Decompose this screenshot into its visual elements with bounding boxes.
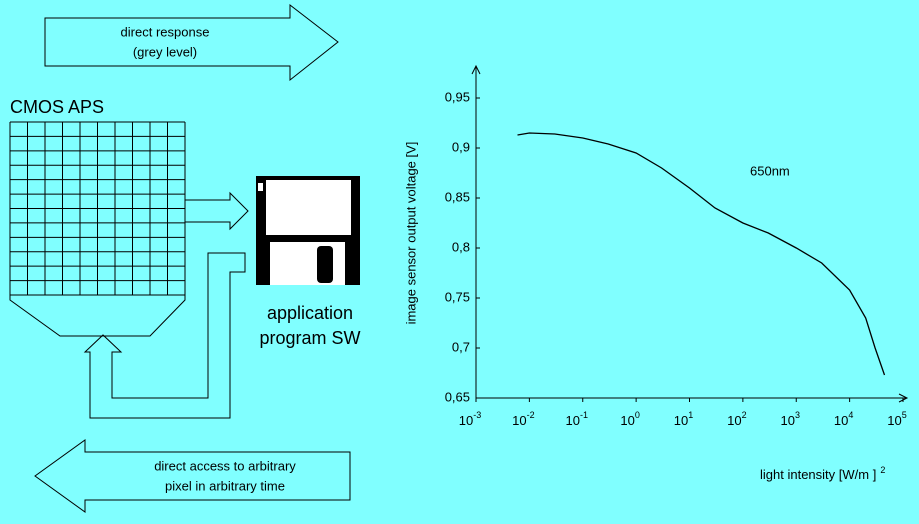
x-tick-exponent: -2 — [527, 410, 535, 420]
x-tick-base: 10 — [887, 413, 901, 428]
arrow-text: pixel in arbitrary time — [165, 478, 285, 493]
x-tick-base: 10 — [781, 413, 795, 428]
x-tick-base: 10 — [834, 413, 848, 428]
x-tick-label: 103 — [781, 410, 800, 428]
x-tick-label: 102 — [727, 410, 746, 428]
x-tick-exponent: 5 — [902, 410, 907, 420]
y-tick-label: 0,85 — [445, 189, 470, 204]
x-tick-exponent: 0 — [635, 410, 640, 420]
sw-label: program SW — [259, 328, 360, 348]
arrow-right — [45, 5, 338, 80]
x-tick-label: 104 — [834, 410, 853, 428]
x-tick-base: 10 — [459, 413, 473, 428]
floppy-slot — [317, 246, 333, 283]
sw-label: application — [267, 303, 353, 323]
x-tick-exponent: -1 — [580, 410, 588, 420]
x-tick-label: 100 — [620, 410, 639, 428]
x-tick-base: 10 — [512, 413, 526, 428]
y-tick-label: 0,65 — [445, 389, 470, 404]
annotation: 650nm — [750, 163, 790, 178]
floppy-notch — [258, 183, 263, 191]
x-tick-label: 10-1 — [566, 410, 588, 428]
data-line — [518, 133, 885, 375]
pixel-grid — [10, 122, 185, 295]
arrow-text: (grey level) — [133, 44, 197, 59]
x-tick-base: 10 — [566, 413, 580, 428]
sensor-base — [10, 295, 185, 336]
arrow-to-sw — [185, 193, 248, 229]
y-tick-label: 0,7 — [452, 339, 470, 354]
floppy-shutter — [266, 180, 351, 235]
diagram: direct response (grey level) CMOS APS ap… — [0, 0, 919, 524]
floppy-label — [270, 242, 345, 285]
x-axis-label: light intensity [W/m ] 2 — [760, 465, 885, 482]
x-tick-base: 10 — [674, 413, 688, 428]
y-tick-label: 0,9 — [452, 139, 470, 154]
arrow-left — [35, 440, 350, 512]
floppy-icon — [256, 176, 360, 285]
x-tick-base: 10 — [727, 413, 741, 428]
x-axis-label-sup: 2 — [880, 465, 885, 475]
arrow-text: direct access to arbitrary — [154, 458, 296, 473]
x-tick-exponent: 2 — [742, 410, 747, 420]
y-axis-label: image sensor output voltage [V] — [403, 142, 418, 325]
x-tick-base: 10 — [620, 413, 634, 428]
x-tick-label: 101 — [674, 410, 693, 428]
x-axis-label-text: light intensity [W/m ] — [760, 467, 876, 482]
x-tick-exponent: 1 — [688, 410, 693, 420]
x-tick-label: 10-2 — [512, 410, 534, 428]
y-tick-label: 0,75 — [445, 289, 470, 304]
y-tick-label: 0,8 — [452, 239, 470, 254]
y-tick-label: 0,95 — [445, 89, 470, 104]
x-tick-exponent: -3 — [473, 410, 481, 420]
x-tick-label: 105 — [887, 410, 906, 428]
x-tick-exponent: 4 — [848, 410, 853, 420]
chart: image sensor output voltage [V] 650nm li… — [403, 66, 907, 482]
x-tick-exponent: 3 — [795, 410, 800, 420]
sensor-label: CMOS APS — [10, 97, 104, 117]
arrow-text: direct response — [121, 24, 210, 39]
x-tick-label: 10-3 — [459, 410, 481, 428]
